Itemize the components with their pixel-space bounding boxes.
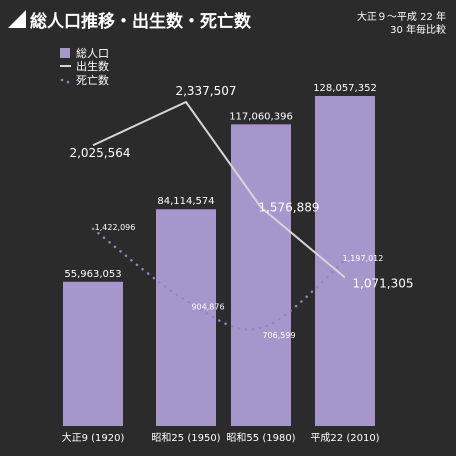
bars-group — [63, 96, 375, 426]
legend-births-label: 出生数 — [76, 59, 109, 73]
deaths-label-1950: 904,876 — [191, 303, 224, 312]
bar-1950 — [156, 209, 216, 426]
bar-label-1980: 117,060,396 — [229, 111, 293, 122]
births-label-1950: 2,337,507 — [175, 84, 236, 98]
bar-label-1920: 55,963,053 — [64, 269, 121, 280]
bar-labels: 55,963,053 84,114,574 117,060,396 128,05… — [64, 83, 376, 280]
deaths-line — [91, 227, 347, 331]
x-tick-1920: 大正9 (1920) — [62, 431, 125, 444]
bar-1920 — [63, 281, 123, 426]
bar-1980 — [231, 124, 291, 426]
legend-deaths-swatch-dot — [66, 80, 70, 84]
bar-label-2010: 128,057,352 — [313, 83, 377, 94]
x-tick-1950: 昭和25 (1950) — [151, 432, 220, 444]
deaths-label-2010: 1,197,012 — [343, 254, 384, 263]
chart-subtitle-line-2: 30 年毎比較 — [390, 23, 446, 36]
births-label-2010: 1,071,305 — [352, 277, 413, 291]
x-tick-2010: 平成22 (2010) — [310, 432, 379, 444]
deaths-labels: 1,422,096 904,876 706,599 1,197,012 — [95, 223, 384, 340]
births-label-1920: 2,025,564 — [69, 146, 130, 160]
title-triangle-icon — [8, 10, 26, 28]
births-labels: 2,025,564 2,337,507 1,576,889 1,071,305 — [69, 84, 413, 291]
legend: 総人口 出生数 死亡数 — [60, 46, 109, 87]
births-line — [92, 100, 346, 279]
births-label-1980: 1,576,889 — [258, 200, 319, 214]
legend-deaths-label: 死亡数 — [76, 73, 109, 87]
chart-title: 総人口推移・出生数・死亡数 — [30, 11, 252, 32]
deaths-label-1920: 1,422,096 — [95, 223, 136, 232]
legend-population-label: 総人口 — [76, 46, 109, 60]
x-tick-1980: 昭和55 (1980) — [226, 432, 295, 444]
chart-subtitle-line-1: 大正９～平成 22 年 — [357, 10, 446, 23]
x-axis: 大正9 (1920) 昭和25 (1950) 昭和55 (1980) 平成22 … — [62, 431, 380, 444]
legend-deaths-swatch — [60, 78, 64, 82]
legend-population-swatch — [60, 48, 70, 58]
deaths-label-1980: 706,599 — [262, 331, 295, 340]
bar-label-1950: 84,114,574 — [157, 196, 214, 207]
